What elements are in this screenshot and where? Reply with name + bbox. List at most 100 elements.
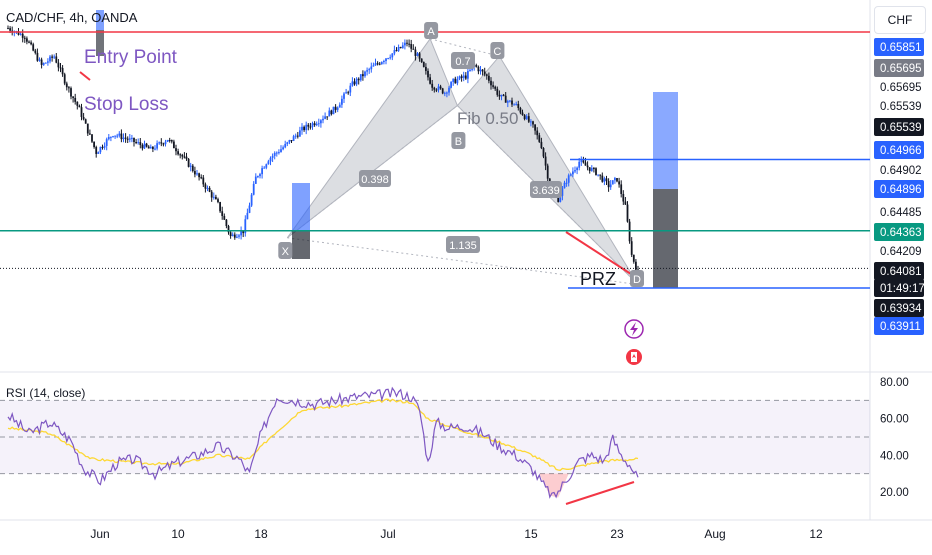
price-tag-label[interactable]: 0.65695	[880, 82, 922, 94]
candle-body	[614, 178, 616, 181]
ratio-xd-label-bg	[446, 236, 480, 253]
candle-body	[467, 70, 469, 79]
x-tick-label[interactable]: Jun	[90, 527, 109, 541]
candle-body	[49, 56, 51, 62]
rsi-tick-label[interactable]: 40.00	[880, 450, 909, 462]
x-tick-label[interactable]: 12	[809, 527, 823, 541]
fib-label[interactable]: Fib 0.50	[457, 109, 518, 128]
candle-body	[456, 79, 459, 84]
candle-body	[240, 230, 242, 236]
candle-body	[162, 143, 165, 145]
candle-body	[86, 123, 89, 134]
candle-body	[368, 69, 371, 71]
candle-body	[332, 106, 335, 115]
candle-body	[404, 42, 406, 46]
candle-body	[437, 86, 440, 91]
price-tag-label[interactable]: 0.65695	[880, 63, 922, 75]
x-tick-label[interactable]: Jul	[380, 527, 395, 541]
candle-body	[311, 123, 314, 127]
candle-body	[347, 92, 350, 94]
prz-label[interactable]: PRZ	[580, 269, 616, 289]
price-tag-label[interactable]: 0.64081	[880, 266, 922, 278]
candle-body	[116, 135, 119, 137]
price-tag-label[interactable]: 01:49:17	[880, 283, 925, 295]
ratio-ab-label[interactable]: 0.7	[455, 56, 470, 68]
candle-body	[80, 107, 83, 118]
candle-body	[395, 50, 398, 52]
candle-body	[238, 235, 240, 237]
candle-body	[509, 100, 511, 102]
price-tag-label[interactable]: 0.64896	[880, 184, 922, 196]
candle-body	[506, 101, 509, 103]
candle-body	[630, 241, 633, 255]
candle-body	[593, 168, 595, 170]
price-tag-label[interactable]: 0.65851	[880, 42, 922, 54]
candle-body	[410, 43, 413, 49]
candle-body	[267, 161, 270, 165]
point-x-label-bg	[278, 242, 293, 259]
rsi-tick-label[interactable]: 80.00	[880, 377, 909, 389]
price-tag-bg	[874, 118, 924, 136]
candle-body	[105, 139, 108, 146]
ratio-dotted-line	[286, 105, 458, 239]
candle-body	[168, 139, 171, 141]
point-x-label[interactable]: X	[282, 246, 290, 258]
candle-body	[133, 137, 135, 142]
candle-body	[616, 178, 618, 182]
candle-body	[78, 105, 81, 108]
candle-body	[362, 74, 364, 77]
point-a-label[interactable]: A	[427, 26, 435, 38]
candle-body	[158, 142, 161, 144]
rsi-tick-label[interactable]: 20.00	[880, 487, 909, 499]
price-tag-label[interactable]: 0.64902	[880, 165, 922, 177]
candle-body	[44, 62, 47, 64]
ratio-xd-label[interactable]: 1.135	[449, 240, 477, 252]
price-tag-label[interactable]: 0.64485	[880, 207, 922, 219]
ratio-dotted-line	[457, 105, 639, 285]
price-tag-label[interactable]: 0.63911	[880, 321, 921, 333]
ratio-cd-label[interactable]: 3.639	[532, 185, 560, 197]
candle-body	[97, 152, 100, 154]
risk-zone-right	[653, 189, 678, 288]
candle-body	[412, 48, 415, 50]
candle-body	[502, 94, 505, 96]
point-c-label[interactable]: C	[493, 46, 501, 58]
candle-body	[330, 110, 333, 115]
candle-body	[557, 194, 560, 202]
price-tag-label[interactable]: 0.65539	[880, 101, 922, 113]
x-tick-label[interactable]: 15	[524, 527, 538, 541]
rsi-tick-label[interactable]: 60.00	[880, 414, 909, 426]
candle-body	[448, 87, 450, 93]
candle-body	[254, 176, 257, 184]
x-tick-label[interactable]: 10	[171, 527, 185, 541]
candle-body	[391, 53, 394, 58]
entry-point-label[interactable]: Entry Point	[84, 47, 178, 68]
ratio-xb-label[interactable]: 0.398	[361, 174, 389, 186]
price-tag-label[interactable]: 0.64209	[880, 246, 922, 258]
x-tick-label[interactable]: Aug	[704, 527, 725, 541]
candle-body	[95, 147, 98, 154]
candle-body	[248, 205, 251, 213]
candle-body	[202, 177, 205, 185]
rsi-title[interactable]: RSI (14, close)	[6, 386, 86, 400]
price-tag-label[interactable]: 0.64966	[880, 145, 922, 157]
candle-body	[387, 58, 389, 60]
x-tick-label[interactable]: 23	[610, 527, 624, 541]
candle-body	[170, 140, 173, 142]
price-tag-bg	[874, 299, 924, 317]
price-tag-label[interactable]: 0.65539	[880, 122, 922, 134]
currency-button[interactable]: CHF	[874, 6, 926, 34]
symbol-title[interactable]: CAD/CHF, 4h, OANDA	[6, 10, 138, 25]
price-tag-label[interactable]: 0.63934	[880, 303, 922, 315]
x-tick-label[interactable]: 18	[254, 527, 268, 541]
candle-body	[372, 65, 375, 67]
point-d-label[interactable]: D	[633, 274, 641, 286]
rsi-series	[7, 386, 639, 499]
point-b-label[interactable]: B	[455, 136, 462, 148]
price-tag-label[interactable]: 0.64363	[880, 227, 922, 239]
stop-loss-label[interactable]: Stop Loss	[84, 94, 169, 115]
candle-body	[191, 165, 194, 172]
candle-body	[42, 63, 45, 65]
